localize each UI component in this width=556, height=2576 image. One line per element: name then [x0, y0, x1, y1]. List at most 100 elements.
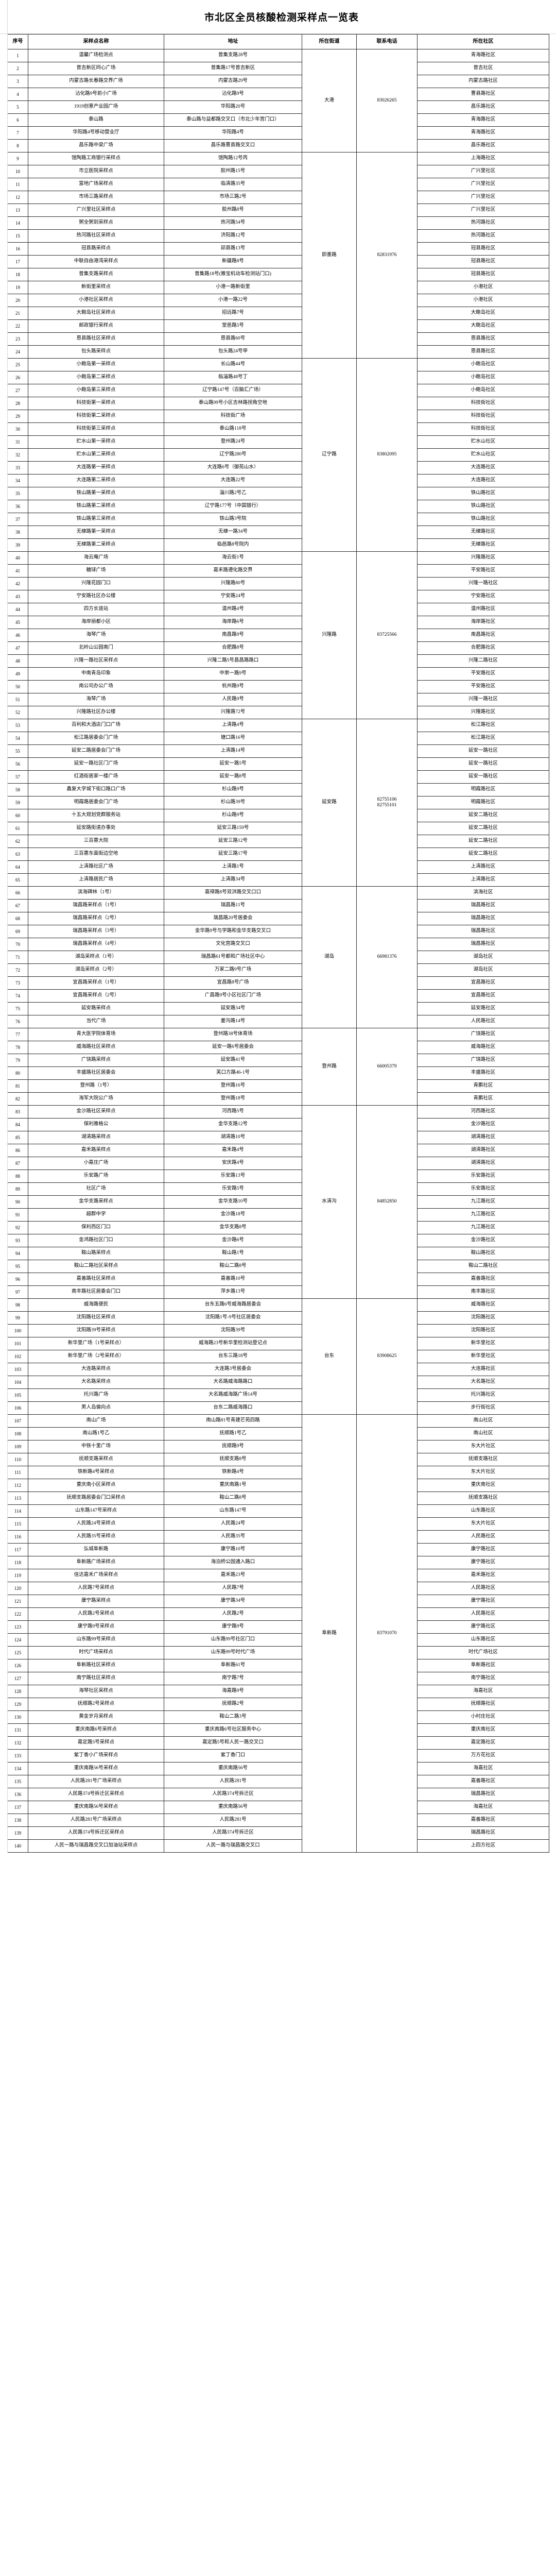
- cell-sampling-point-name: 人民路374号拆迁区采样点: [28, 1788, 164, 1801]
- cell-sampling-point-name: 当代广场: [28, 1015, 164, 1028]
- cell-address: 人民路281号: [164, 1775, 302, 1788]
- cell-street: 辽宁路: [302, 358, 357, 552]
- cell-sampling-point-name: 威海路便民: [28, 1298, 164, 1312]
- cell-community: 宁安路社区: [417, 590, 549, 603]
- cell-address: 辽宁路280号: [164, 448, 302, 462]
- cell-no: 92: [7, 1221, 28, 1234]
- cell-no: 39: [7, 538, 28, 552]
- cell-community: 小港社区: [417, 294, 549, 307]
- cell-community: 明霞路社区: [417, 796, 549, 809]
- cell-no: 28: [7, 397, 28, 410]
- cell-community: 兴隆路社区: [417, 551, 549, 565]
- cell-community: 上四方社区: [417, 1839, 549, 1853]
- cell-sampling-point-name: 小嘉庄广场: [28, 1157, 164, 1170]
- cell-address: 姜沟路14号: [164, 1015, 302, 1028]
- table-row: 114 山东路147号采样点 山东路147号 山东路社区: [7, 1504, 549, 1518]
- cell-no: 116: [7, 1530, 28, 1544]
- table-row: 73 宜昌路采样点（1号） 宜昌路8号广场 宜昌路社区: [7, 976, 549, 990]
- table-row: 125 时代广场采样点 山东路99号时代广场 时代广场社区: [7, 1646, 549, 1659]
- cell-sampling-point-name: 南公司办公广场: [28, 680, 164, 693]
- cell-community: 合肥路社区: [417, 641, 549, 655]
- table-row: 69 瑞昌路采样点（3号） 金华路9号与学路和金华支路交叉口 瑞昌路社区: [7, 925, 549, 938]
- cell-no: 135: [7, 1775, 28, 1788]
- cell-community: 上清路社区: [417, 860, 549, 874]
- table-row: 137 重庆南路56号采样点 重庆南路56号 海嘉社区: [7, 1801, 549, 1814]
- cell-sampling-point-name: 市场三路采样点: [28, 191, 164, 204]
- cell-no: 128: [7, 1685, 28, 1698]
- cell-address: 阜新路61号: [164, 1659, 302, 1672]
- cell-address: 延安一路8号: [164, 770, 302, 784]
- cell-community: 瑞昌路社区: [417, 1788, 549, 1801]
- cell-no: 120: [7, 1582, 28, 1595]
- cell-community: 大连路社区: [417, 461, 549, 474]
- table-row: 57 红酒街居家一楼广场 延安一路8号 延安一路社区: [7, 770, 549, 784]
- table-row: 116 人民路35号采样点 人民路35号 人民路社区: [7, 1530, 549, 1544]
- cell-sampling-point-name: 市立医院采样点: [28, 165, 164, 178]
- cell-sampling-point-name: 金沙路社区采样点: [28, 1105, 164, 1118]
- cell-community: 铁山路社区: [417, 513, 549, 526]
- cell-no: 75: [7, 1002, 28, 1015]
- cell-address: 市场三路2号: [164, 191, 302, 204]
- cell-no: 87: [7, 1157, 28, 1170]
- table-row: 96 嘉善路社区采样点 嘉善路10号 嘉善路社区: [7, 1273, 549, 1286]
- cell-no: 36: [7, 500, 28, 513]
- cell-address: 延安三路17号: [164, 848, 302, 861]
- cell-no: 96: [7, 1273, 28, 1286]
- cell-no: 42: [7, 577, 28, 590]
- cell-street: 兴隆路: [302, 551, 357, 719]
- cell-address: 重庆南路1号: [164, 1479, 302, 1492]
- cell-community: 嘉定路社区: [417, 1736, 549, 1750]
- cell-address: 萍乡路13号: [164, 1285, 302, 1299]
- cell-no: 41: [7, 564, 28, 578]
- cell-address: 鞍山二路8号: [164, 1260, 302, 1273]
- cell-sampling-point-name: 宜昌路采样点（1号）: [28, 976, 164, 990]
- cell-no: 101: [7, 1337, 28, 1350]
- cell-no: 43: [7, 590, 28, 603]
- cell-address: 嘉禄路8号双洪路交叉口口: [164, 886, 302, 900]
- cell-no: 78: [7, 1041, 28, 1054]
- cell-no: 57: [7, 770, 28, 784]
- cell-address: 康宁路9号: [164, 1620, 302, 1634]
- cell-sampling-point-name: 人民路2号采样点: [28, 1607, 164, 1621]
- cell-address: 兴隆路72号: [164, 706, 302, 719]
- cell-community: 广兴里社区: [417, 165, 549, 178]
- cell-street: 水清沟: [302, 1105, 357, 1299]
- table-row: 128 海琴社区采样点 海嘉路9号 海嘉社区: [7, 1685, 549, 1698]
- cell-sampling-point-name: 小港社区采样点: [28, 294, 164, 307]
- table-row: 112 重庆南小区采样点 重庆南路1号 重庆南社区: [7, 1479, 549, 1492]
- cell-address: 大连路22号: [164, 474, 302, 487]
- cell-address: 长山路44号: [164, 358, 302, 371]
- cell-community: 湖岛社区: [417, 963, 549, 977]
- cell-address: 延安一路5号: [164, 757, 302, 771]
- cell-community: 铁山路社区: [417, 487, 549, 500]
- table-row: 132 嘉定路5号采样点 嘉定路5号和人民一路交叉口 嘉定路社区: [7, 1736, 549, 1750]
- cell-address: 上清路4号: [164, 719, 302, 732]
- cell-street: 登州路: [302, 1028, 357, 1106]
- table-row: 139 人民路374号拆迁区采样点 人民路374号拆迁区 瑞昌路社区: [7, 1826, 549, 1840]
- cell-no: 94: [7, 1247, 28, 1260]
- cell-no: 11: [7, 178, 28, 191]
- cell-address: 人民路374号拆迁区: [164, 1826, 302, 1840]
- cell-sampling-point-name: 人民一路与瑞昌路交叉口加油站采样点: [28, 1839, 164, 1853]
- cell-address: 鞍山二路3号: [164, 1710, 302, 1724]
- cell-community: 昌乐路社区: [417, 100, 549, 114]
- cell-community: 小港社区: [417, 281, 549, 294]
- cell-address: 登州路16号: [164, 1079, 302, 1093]
- table-row: 15 热河路社区采样点 济阳路12号 热河路社区: [7, 229, 549, 243]
- cell-community: 平安路社区: [417, 680, 549, 693]
- table-row: 29 科技街第二采样点 科技街广场 科技街社区: [7, 410, 549, 423]
- cell-no: 98: [7, 1298, 28, 1312]
- cell-community: 冠县路社区: [417, 268, 549, 281]
- cell-community: 南山社区: [417, 1427, 549, 1440]
- cell-sampling-point-name: 登州路（1号）: [28, 1079, 164, 1093]
- cell-sampling-point-name: 阜新路广场采样点: [28, 1556, 164, 1569]
- cell-sampling-point-name: 广兴里社区采样点: [28, 204, 164, 217]
- table-row: 54 松江路居委会门广场 塘口路16号 松江路社区: [7, 732, 549, 745]
- cell-no: 33: [7, 461, 28, 474]
- table-row: 115 人民路24号采样点 人民路24号 东大片社区: [7, 1517, 549, 1531]
- cell-no: 25: [7, 358, 28, 371]
- cell-address: 恩县路60号: [164, 332, 302, 346]
- cell-community: 南宁路社区: [417, 1672, 549, 1685]
- table-row: 7 华阳路4号移动营业厅 华阳路4号 青海路社区: [7, 126, 549, 140]
- cell-sampling-point-name: 四方长途站: [28, 603, 164, 616]
